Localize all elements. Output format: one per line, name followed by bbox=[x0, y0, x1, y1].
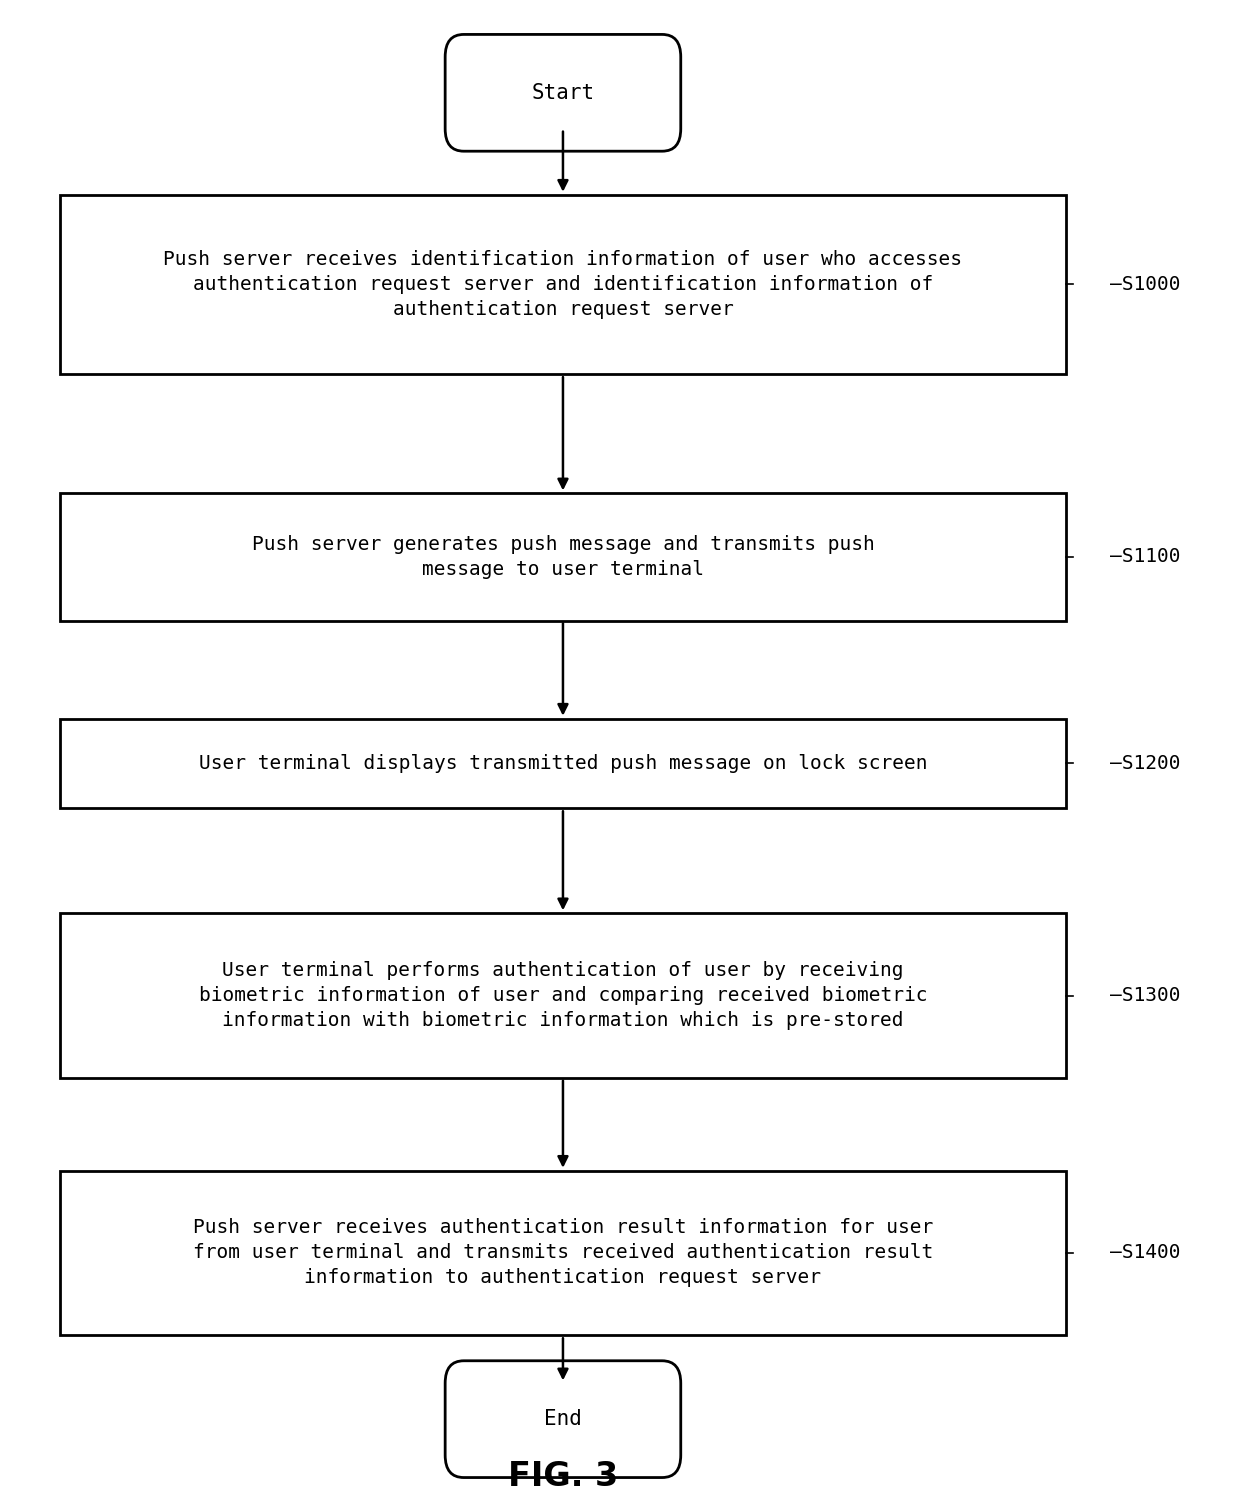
Text: User terminal performs authentication of user by receiving
biometric information: User terminal performs authentication of… bbox=[198, 961, 928, 1030]
Bar bbox=[60, 913, 1066, 1078]
Text: —S1300: —S1300 bbox=[1110, 987, 1180, 1004]
Text: —S1100: —S1100 bbox=[1110, 548, 1180, 566]
Bar bbox=[60, 719, 1066, 808]
Text: User terminal displays transmitted push message on lock screen: User terminal displays transmitted push … bbox=[198, 754, 928, 772]
Text: —S1000: —S1000 bbox=[1110, 275, 1180, 293]
FancyBboxPatch shape bbox=[445, 34, 681, 151]
Text: —S1200: —S1200 bbox=[1110, 754, 1180, 772]
Bar bbox=[60, 494, 1066, 620]
Text: Start: Start bbox=[532, 82, 594, 103]
Bar bbox=[60, 1171, 1066, 1335]
Bar bbox=[60, 195, 1066, 374]
FancyBboxPatch shape bbox=[445, 1361, 681, 1478]
Text: Push server receives authentication result information for user
from user termin: Push server receives authentication resu… bbox=[193, 1219, 932, 1287]
Text: Push server receives identification information of user who accesses
authenticat: Push server receives identification info… bbox=[164, 250, 962, 319]
Text: Push server generates push message and transmits push
message to user terminal: Push server generates push message and t… bbox=[252, 534, 874, 579]
Text: FIG. 3: FIG. 3 bbox=[508, 1460, 618, 1493]
Text: —S1400: —S1400 bbox=[1110, 1244, 1180, 1262]
Text: End: End bbox=[544, 1409, 582, 1430]
